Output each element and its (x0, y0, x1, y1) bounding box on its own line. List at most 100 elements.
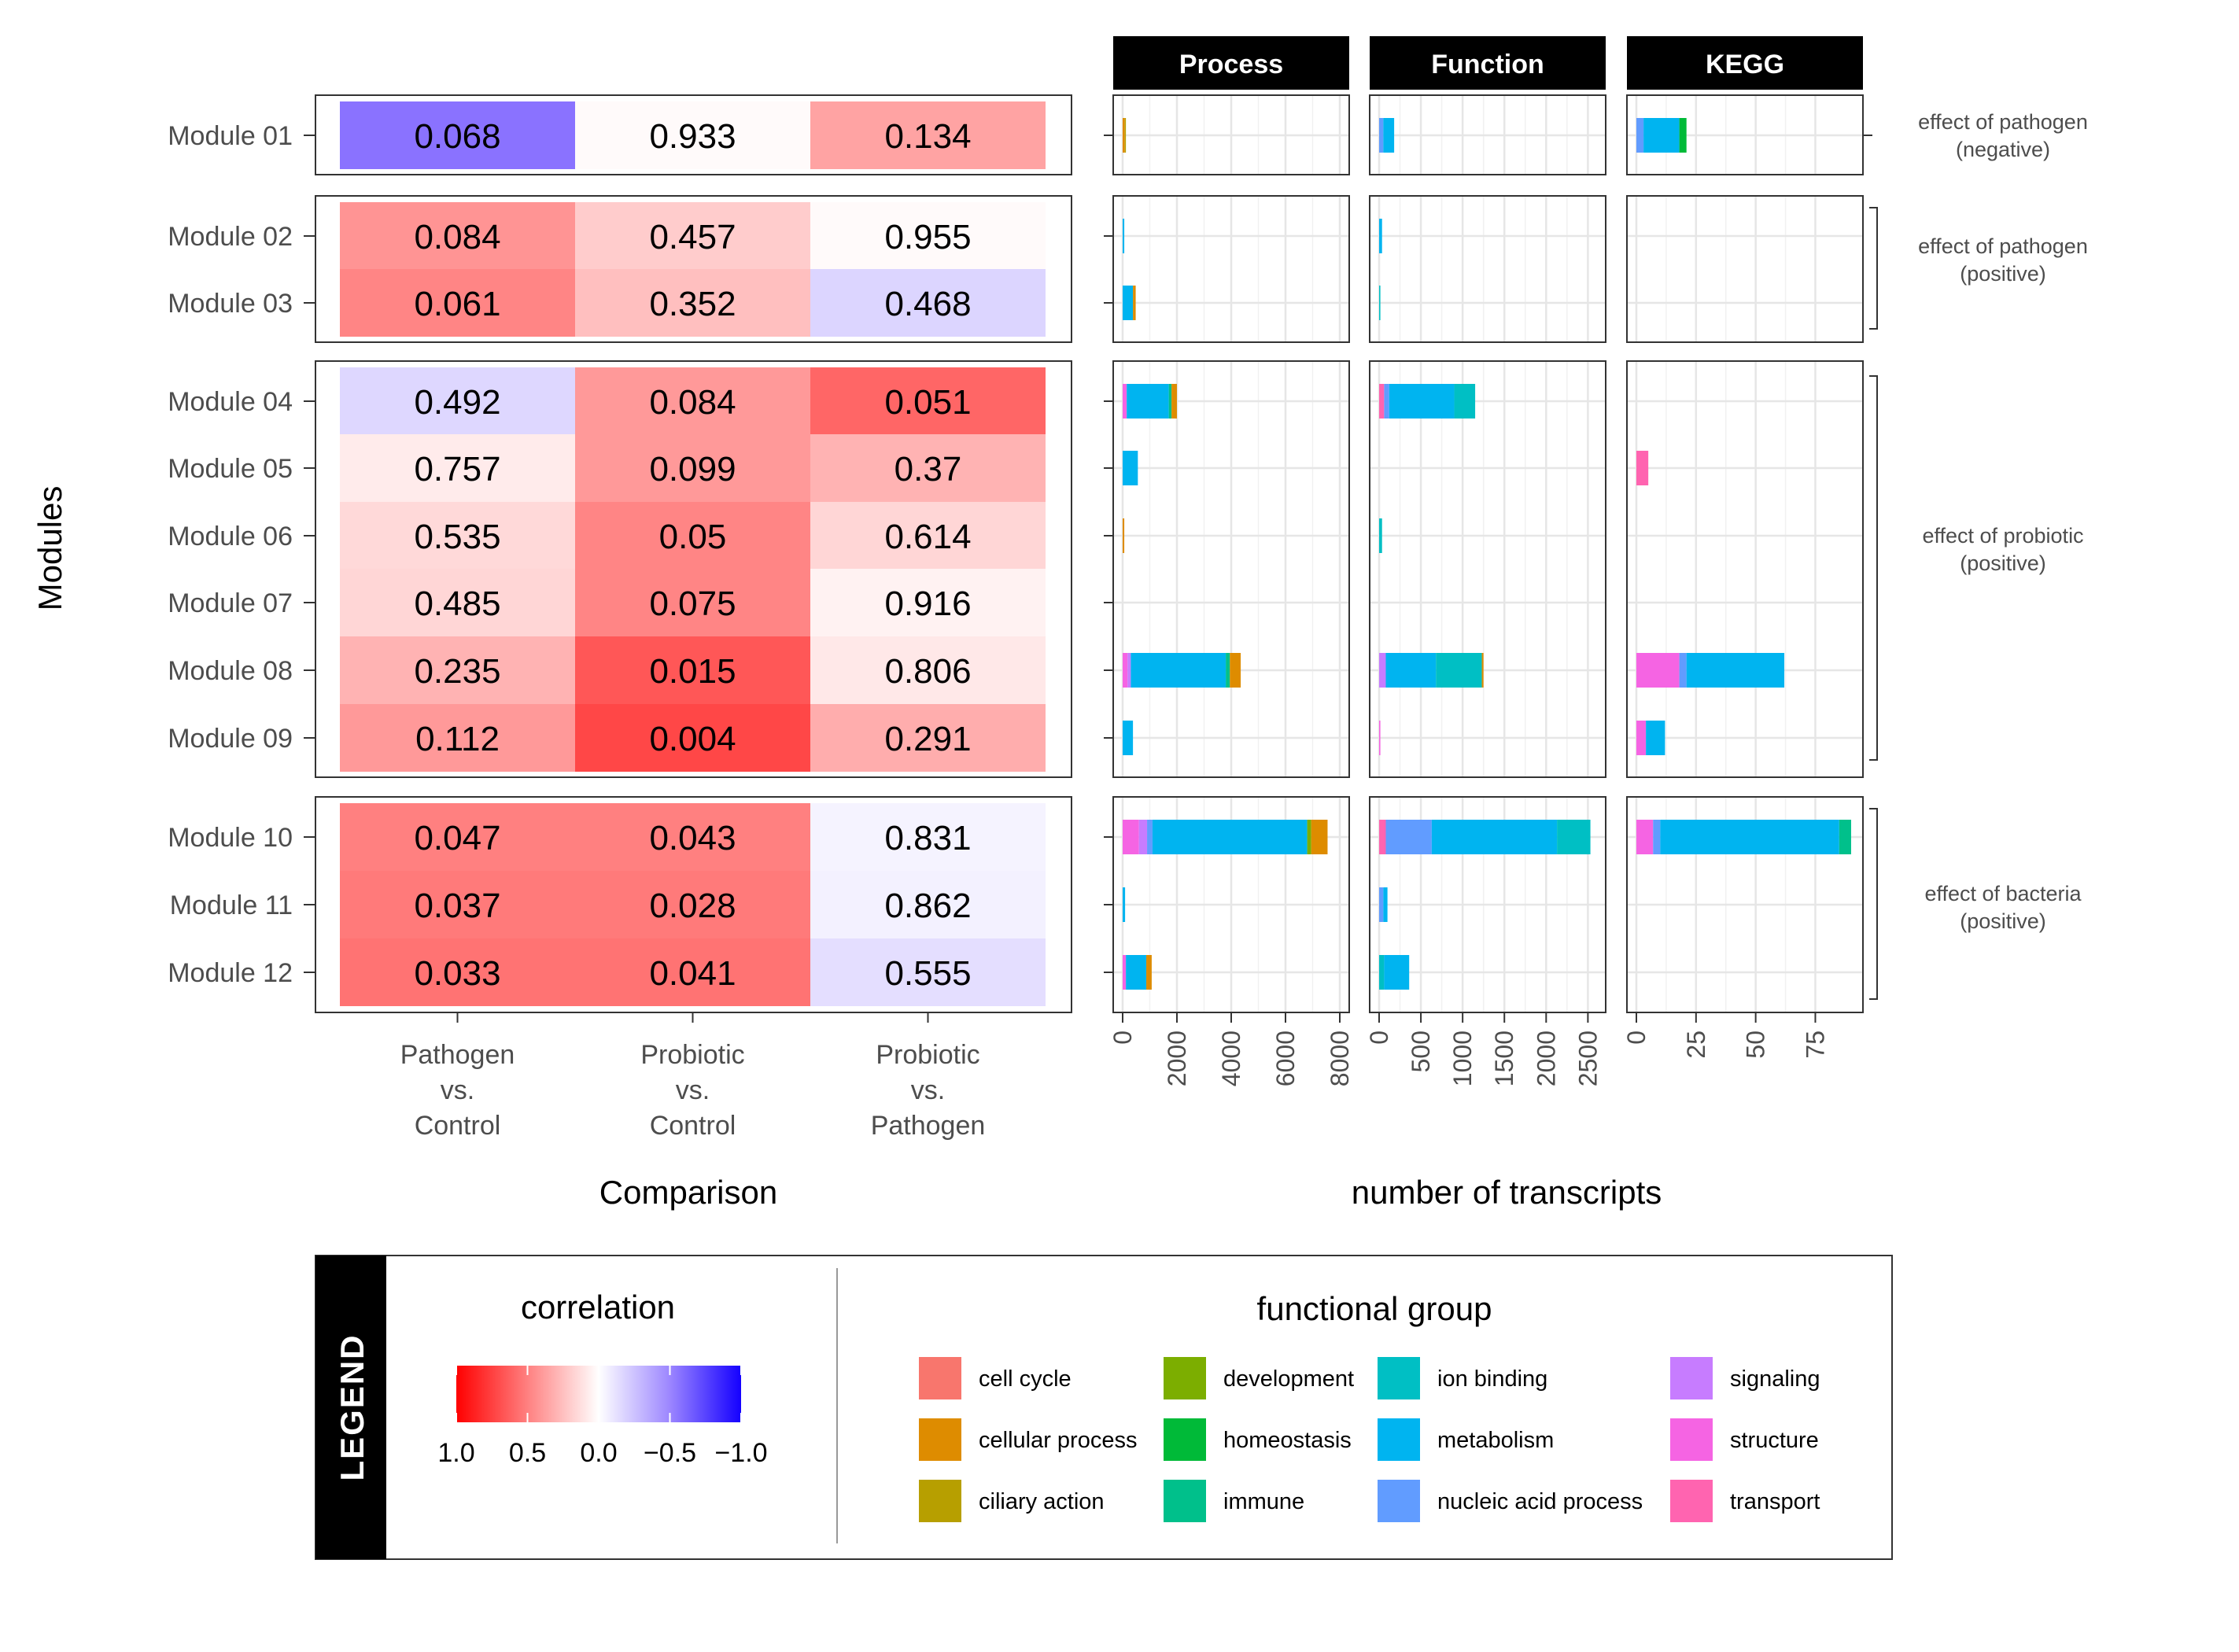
comparison-label: Control (415, 1111, 501, 1141)
heatmap-cell (575, 101, 810, 169)
cell-value: 0.084 (649, 383, 736, 422)
bar-segment (1123, 286, 1134, 320)
cell-value: 0.068 (414, 117, 500, 156)
bar-segment (1660, 820, 1839, 854)
x-tick-label: 2500 (1573, 1031, 1602, 1086)
bar-segment (1146, 955, 1152, 990)
legend-swatch (1164, 1357, 1206, 1399)
cell-value: 0.352 (649, 285, 736, 323)
bar-segment (1436, 653, 1482, 688)
bar-segment (1379, 286, 1381, 320)
heatmap-cell (575, 938, 810, 1006)
cell-value: 0.047 (414, 819, 500, 857)
heatmap-cell (810, 367, 1046, 435)
cell-value: 0.492 (414, 383, 500, 422)
legend-swatch (1378, 1418, 1420, 1461)
bar-segment (1379, 820, 1386, 854)
heatmap-cell (340, 502, 575, 570)
heatmap-cell (810, 569, 1046, 636)
bar-segment (1171, 384, 1177, 419)
heatmap-cell (575, 434, 810, 502)
x-tick-label: 2000 (1163, 1031, 1191, 1086)
cell-value: 0.033 (414, 954, 500, 993)
heatmap-cell (810, 871, 1046, 938)
cell-value: 0.535 (414, 518, 500, 556)
cell-value: 0.831 (884, 819, 971, 857)
x-tick-label: 1000 (1448, 1031, 1477, 1086)
heatmap-cell (340, 569, 575, 636)
x-tick-label: 0 (1108, 1031, 1137, 1045)
bar-segment (1379, 219, 1382, 253)
bar-segment (1636, 653, 1680, 688)
heatmap-cell (575, 502, 810, 570)
bar-segment (1385, 820, 1432, 854)
heatmap-cell (340, 803, 575, 871)
bar-segment (1379, 118, 1384, 153)
bar-segment (1311, 820, 1328, 854)
bar-segment (1636, 820, 1654, 854)
heatmap-cell (810, 636, 1046, 704)
heatmap-cell (575, 636, 810, 704)
legend-item-label: structure (1730, 1428, 1819, 1453)
module-label: Module 03 (168, 289, 293, 319)
group-label: effect of pathogen (1918, 234, 2088, 258)
legend-item-label: nucleic acid process (1437, 1489, 1643, 1514)
heatmap-cell (340, 367, 575, 435)
legend-item-label: ciliary action (979, 1489, 1105, 1514)
bar-facet-border (1369, 360, 1606, 778)
heatmap-cell (810, 101, 1046, 169)
cell-value: 0.099 (649, 450, 736, 489)
bar-facet-border (1112, 195, 1350, 343)
bar-segment (1123, 219, 1125, 253)
bar-segment (1636, 118, 1644, 153)
legend-item-label: ion binding (1437, 1366, 1547, 1392)
cell-value: 0.806 (884, 652, 971, 691)
x-tick-label: 4000 (1217, 1031, 1245, 1086)
bar-segment (1123, 451, 1138, 485)
y-axis-title: Modules (31, 486, 68, 611)
heatmap-cell (340, 434, 575, 502)
bar-segment (1147, 820, 1153, 854)
bar-segment (1653, 820, 1661, 854)
bar-facet-bg (1627, 196, 1863, 342)
bar-segment (1123, 721, 1134, 755)
bar-segment (1646, 721, 1665, 755)
legend-item-label: development (1223, 1366, 1354, 1392)
comparison-label: Control (650, 1111, 736, 1141)
legend-item-label: cellular process (979, 1428, 1137, 1453)
x-tick-label: 75 (1801, 1031, 1829, 1059)
heatmap-cell (810, 803, 1046, 871)
heatmap-cell (340, 636, 575, 704)
bar-segment (1126, 955, 1147, 990)
bar-facet-bg (1370, 196, 1606, 342)
legend-swatch (919, 1357, 961, 1399)
bar-segment (1307, 820, 1311, 854)
legend-item-label: transport (1730, 1489, 1820, 1514)
comparison-label: vs. (441, 1075, 474, 1105)
heatmap-cell (575, 367, 810, 435)
strip-title: Process (1179, 50, 1283, 79)
cell-value: 0.916 (884, 584, 971, 623)
module-label: Module 02 (168, 222, 293, 252)
bar-segment (1123, 955, 1127, 990)
heatmap-cell (340, 269, 575, 337)
module-label: Module 10 (168, 823, 293, 853)
x-tick-label: 50 (1742, 1031, 1770, 1059)
bar-segment (1383, 118, 1395, 153)
bar-segment (1379, 887, 1384, 922)
bar-segment (1379, 384, 1385, 419)
cell-value: 0.37 (894, 450, 962, 489)
module-label: Module 04 (168, 387, 293, 417)
bar-segment (1123, 653, 1128, 688)
bar-segment (1226, 653, 1230, 688)
correlation-title: correlation (521, 1289, 675, 1326)
strip-title: Function (1431, 50, 1544, 79)
heatmap-cell (810, 704, 1046, 772)
cell-value: 0.757 (414, 450, 500, 489)
legend-swatch (919, 1480, 961, 1522)
heatmap-cell (810, 269, 1046, 337)
bar-segment (1123, 820, 1139, 854)
module-label: Module 05 (168, 454, 293, 484)
